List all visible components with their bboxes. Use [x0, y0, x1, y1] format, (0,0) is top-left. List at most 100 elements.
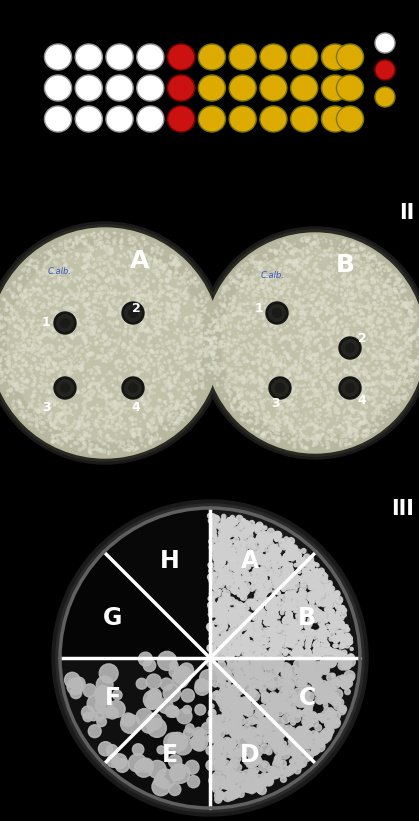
- Circle shape: [267, 368, 268, 369]
- Circle shape: [334, 255, 336, 256]
- Circle shape: [292, 626, 299, 632]
- Circle shape: [27, 350, 28, 351]
- Circle shape: [158, 300, 159, 301]
- Circle shape: [129, 330, 133, 333]
- Circle shape: [330, 404, 332, 405]
- Circle shape: [108, 700, 125, 718]
- Circle shape: [160, 416, 163, 420]
- Circle shape: [185, 412, 186, 414]
- Circle shape: [14, 386, 15, 387]
- Circle shape: [129, 286, 132, 288]
- Circle shape: [176, 288, 178, 291]
- Circle shape: [238, 791, 244, 797]
- Circle shape: [366, 383, 369, 386]
- Ellipse shape: [321, 106, 349, 132]
- Circle shape: [47, 307, 49, 310]
- Circle shape: [249, 718, 253, 722]
- Circle shape: [192, 402, 195, 406]
- Circle shape: [19, 403, 22, 405]
- Circle shape: [270, 575, 274, 578]
- Circle shape: [147, 410, 149, 412]
- Circle shape: [25, 330, 28, 333]
- Circle shape: [378, 369, 380, 372]
- Circle shape: [155, 381, 156, 382]
- Circle shape: [246, 667, 255, 675]
- Circle shape: [241, 782, 248, 789]
- Circle shape: [250, 263, 251, 264]
- Circle shape: [67, 317, 69, 319]
- Circle shape: [36, 368, 38, 369]
- Circle shape: [98, 372, 101, 374]
- Circle shape: [295, 554, 301, 561]
- Circle shape: [259, 284, 263, 287]
- Circle shape: [45, 426, 46, 428]
- Circle shape: [290, 407, 294, 410]
- Circle shape: [26, 294, 27, 295]
- Circle shape: [341, 337, 345, 340]
- Circle shape: [379, 411, 382, 415]
- Circle shape: [39, 301, 40, 303]
- Circle shape: [233, 578, 235, 581]
- Circle shape: [313, 283, 316, 287]
- Circle shape: [179, 292, 181, 295]
- Circle shape: [320, 421, 321, 422]
- Circle shape: [365, 420, 367, 424]
- Circle shape: [249, 259, 250, 260]
- Text: 2: 2: [301, 17, 308, 26]
- Circle shape: [274, 575, 277, 579]
- Circle shape: [404, 305, 407, 308]
- Circle shape: [253, 314, 256, 318]
- Circle shape: [220, 637, 223, 640]
- Circle shape: [35, 265, 39, 268]
- Circle shape: [225, 565, 229, 570]
- Circle shape: [115, 273, 117, 276]
- Circle shape: [61, 267, 64, 269]
- Circle shape: [77, 319, 79, 320]
- Circle shape: [345, 658, 352, 665]
- Circle shape: [332, 649, 337, 655]
- Circle shape: [245, 374, 247, 375]
- Circle shape: [235, 582, 239, 586]
- Circle shape: [366, 328, 369, 331]
- Circle shape: [144, 281, 145, 282]
- Circle shape: [237, 714, 242, 718]
- Circle shape: [218, 698, 228, 708]
- Circle shape: [55, 387, 57, 388]
- Circle shape: [15, 386, 18, 389]
- Circle shape: [290, 636, 296, 643]
- Circle shape: [310, 602, 313, 606]
- Circle shape: [66, 247, 69, 250]
- Circle shape: [326, 365, 328, 368]
- Circle shape: [157, 315, 158, 316]
- Circle shape: [188, 394, 191, 397]
- Circle shape: [270, 261, 272, 262]
- Circle shape: [41, 389, 43, 390]
- Circle shape: [113, 401, 116, 404]
- Circle shape: [33, 310, 36, 314]
- Circle shape: [133, 377, 135, 379]
- Circle shape: [305, 338, 308, 342]
- Circle shape: [282, 677, 290, 684]
- Circle shape: [173, 736, 192, 755]
- Circle shape: [380, 267, 382, 268]
- Circle shape: [306, 692, 314, 700]
- Circle shape: [380, 312, 383, 314]
- Circle shape: [258, 569, 264, 575]
- Circle shape: [65, 672, 80, 688]
- Circle shape: [287, 381, 289, 383]
- Circle shape: [297, 557, 304, 564]
- Circle shape: [284, 420, 287, 424]
- Circle shape: [383, 374, 384, 375]
- Circle shape: [277, 732, 284, 738]
- Circle shape: [235, 565, 239, 568]
- Circle shape: [300, 239, 303, 241]
- Circle shape: [330, 592, 332, 594]
- Circle shape: [290, 572, 296, 578]
- Text: 512: 512: [49, 17, 67, 26]
- Circle shape: [406, 327, 409, 330]
- Circle shape: [228, 677, 233, 682]
- Circle shape: [199, 335, 202, 337]
- Circle shape: [228, 612, 231, 615]
- Circle shape: [266, 549, 273, 555]
- Circle shape: [77, 254, 78, 255]
